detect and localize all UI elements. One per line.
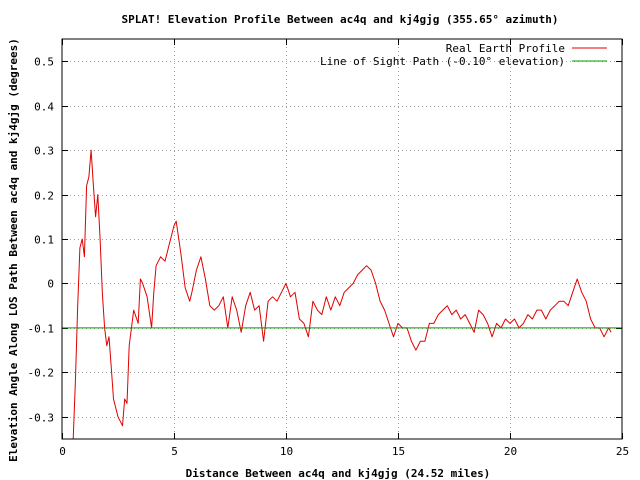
y-axis-label: Elevation Angle Along LOS Path Between a…	[7, 38, 20, 462]
y-tick-label: 0.4	[34, 101, 54, 114]
legend: Real Earth Profile Line of Sight Path (-…	[320, 42, 607, 68]
y-tick-label: 0	[47, 278, 54, 291]
y-tick-label: 0.3	[34, 145, 54, 158]
plot-frame	[61, 38, 623, 440]
real-earth-profile-line	[72, 149, 612, 439]
y-tick-label: 0.2	[34, 190, 54, 203]
tick-labels: 0 5 10 15 20 25 -0.3 -0.2 -0.1 0 0.1 0.2 0.3 0.4 0.5	[28, 56, 630, 459]
legend-label-line-of-sight-path: Line of Sight Path (-0.10° elevation)	[320, 55, 565, 68]
x-tick-label: 15	[392, 445, 405, 458]
x-tick-label: 20	[504, 445, 517, 458]
x-tick-label: 10	[280, 445, 293, 458]
y-tick-label: -0.2	[28, 367, 55, 380]
y-tick-label: 0.5	[34, 56, 54, 69]
y-tick-label: -0.1	[28, 323, 55, 336]
series-layer	[62, 149, 622, 439]
x-axis-label: Distance Between ac4q and kj4gjg (24.52 …	[186, 467, 491, 480]
x-tick-label: 0	[59, 445, 66, 458]
grid-lines	[62, 39, 622, 439]
legend-label-real-earth-profile: Real Earth Profile	[446, 42, 565, 55]
x-tick-label: 25	[616, 445, 629, 458]
y-tick-label: 0.1	[34, 234, 54, 247]
chart-title: SPLAT! Elevation Profile Between ac4q an…	[121, 13, 558, 26]
y-tick-label: -0.3	[28, 412, 55, 425]
x-tick-label: 5	[171, 445, 178, 458]
